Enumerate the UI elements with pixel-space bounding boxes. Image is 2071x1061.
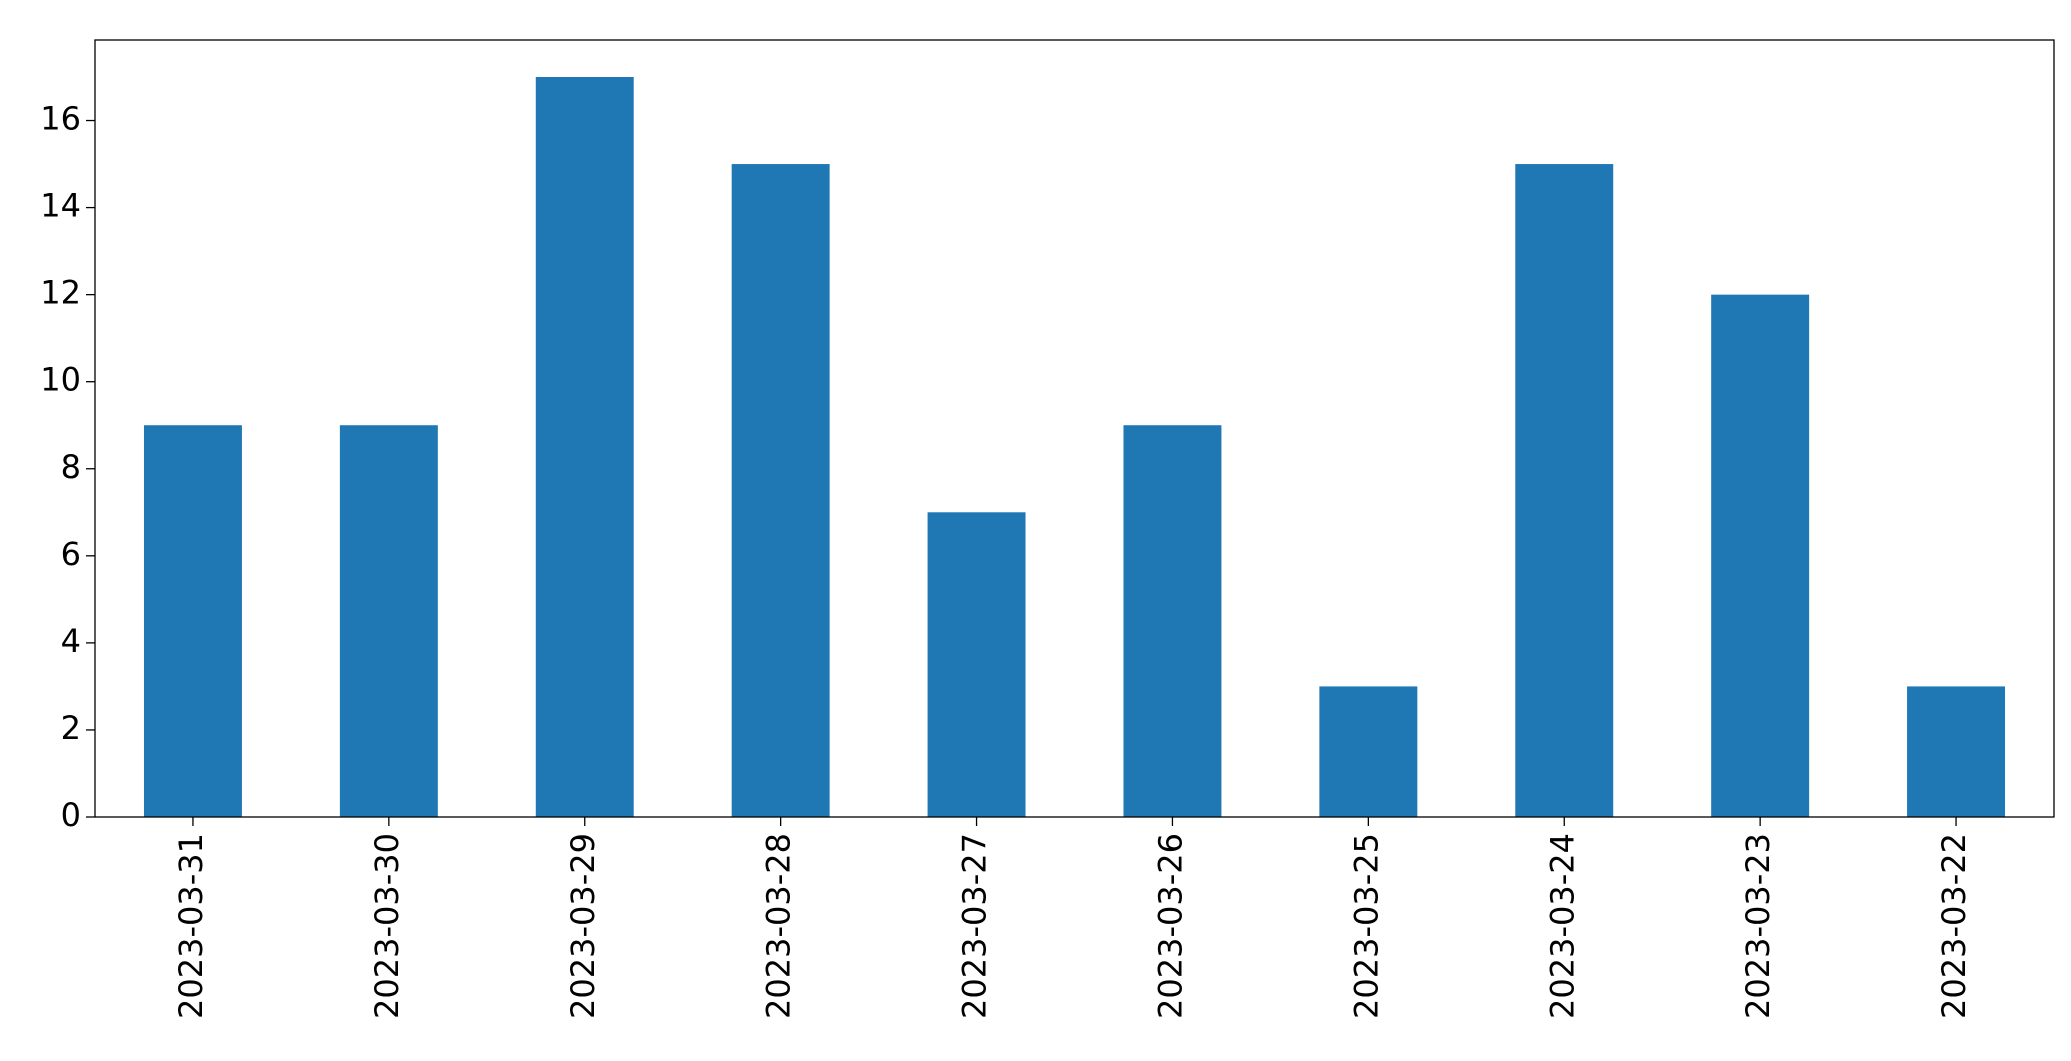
x-tick-label: 2023-03-27 <box>956 833 994 1019</box>
x-tick-label: 2023-03-31 <box>172 833 210 1019</box>
bar <box>731 164 830 817</box>
x-tick-label: 2023-03-23 <box>1739 833 1777 1019</box>
bar <box>535 77 634 817</box>
y-tick-label: 0 <box>61 796 81 834</box>
bar <box>927 512 1026 817</box>
bar <box>1711 294 1810 817</box>
y-tick-label: 16 <box>40 100 81 138</box>
bar <box>1515 164 1614 817</box>
y-tick-label: 6 <box>61 535 81 573</box>
y-tick-label: 8 <box>61 448 81 486</box>
x-tick-label: 2023-03-26 <box>1151 833 1189 1019</box>
x-tick-label: 2023-03-22 <box>1935 833 1973 1019</box>
y-tick-label: 14 <box>40 187 81 225</box>
y-tick-label: 12 <box>40 274 81 312</box>
y-tick-label: 4 <box>61 622 81 660</box>
x-tick-label: 2023-03-25 <box>1347 833 1385 1019</box>
bar <box>1123 425 1222 817</box>
x-tick-label: 2023-03-24 <box>1543 833 1581 1019</box>
x-tick-label: 2023-03-29 <box>564 833 602 1019</box>
bar <box>1907 686 2006 817</box>
x-tick-label: 2023-03-28 <box>760 833 798 1019</box>
bar <box>143 425 242 817</box>
y-tick-label: 2 <box>61 709 81 747</box>
plot-frame <box>94 39 2055 818</box>
x-tick-label: 2023-03-30 <box>368 833 406 1019</box>
y-tick-label: 10 <box>40 361 81 399</box>
bar <box>1319 686 1418 817</box>
bar <box>339 425 438 817</box>
